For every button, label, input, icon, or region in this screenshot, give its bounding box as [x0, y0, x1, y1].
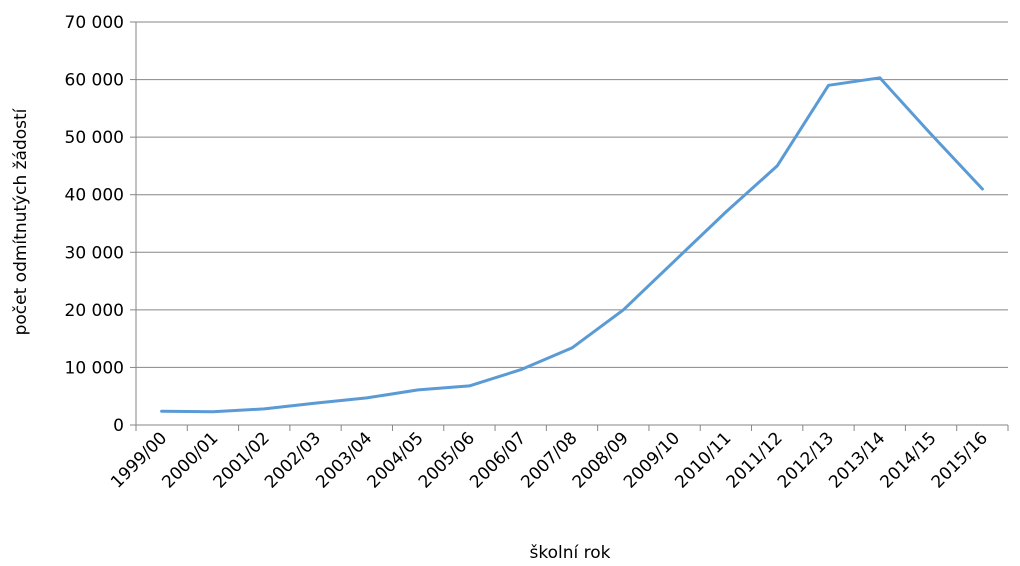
- y-tick-label: 50 000: [65, 128, 124, 148]
- y-tick-label: 10 000: [65, 358, 124, 378]
- x-axis-title: školní rok: [530, 543, 611, 563]
- y-tick-label: 40 000: [65, 186, 124, 206]
- y-tick-label: 30 000: [65, 243, 124, 263]
- x-axis-tick-labels: 1999/002000/012001/022002/032003/042004/…: [107, 428, 992, 492]
- series-line: [160, 76, 984, 414]
- x-tick-label: 2015/16: [928, 428, 992, 492]
- y-axis-tick-labels: 0 10 000 20 000 30 000 40 000 50 000 60 000 70 …: [65, 13, 124, 436]
- y-tick-label: 20 000: [65, 301, 124, 321]
- y-axis-title: počet odmítnutých žádostí: [11, 107, 31, 335]
- y-tick-label: 60 000: [65, 71, 124, 91]
- gridlines: [136, 21, 1008, 368]
- y-tick-label: 0: [113, 416, 124, 436]
- series-lines: [160, 76, 984, 414]
- axes: [130, 21, 1009, 431]
- y-tick-label: 70 000: [65, 13, 124, 33]
